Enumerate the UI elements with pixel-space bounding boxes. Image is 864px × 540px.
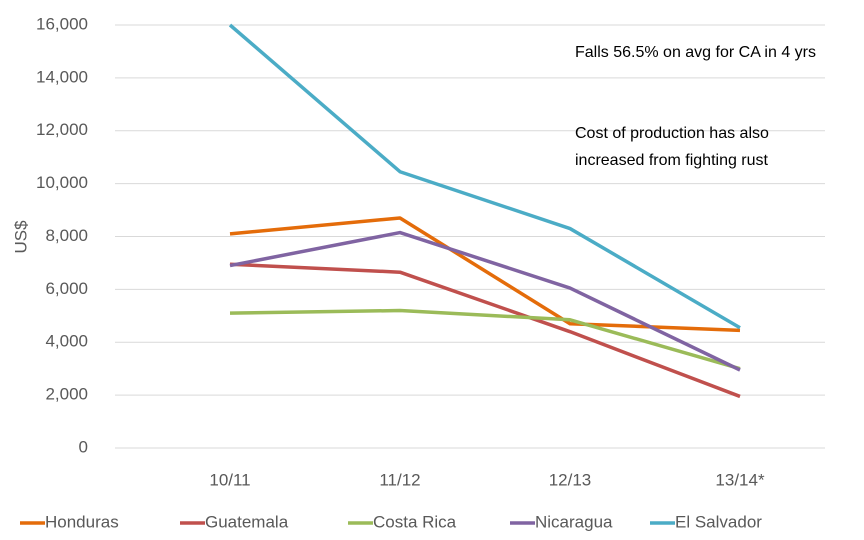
- y-tick-label: 14,000: [36, 67, 88, 86]
- line-series: [229, 308, 741, 371]
- legend-label: El Salvador: [675, 512, 762, 531]
- y-axis-label: US$: [11, 220, 30, 254]
- line-series: [228, 23, 741, 330]
- line-series: [229, 230, 741, 372]
- y-tick-label: 0: [79, 437, 88, 456]
- legend-label: Nicaragua: [535, 512, 613, 531]
- annotation: Falls 56.5% on avg for CA in 4 yrs: [575, 44, 816, 61]
- x-tick-label: 11/12: [379, 470, 420, 489]
- y-tick-label: 12,000: [36, 120, 88, 139]
- x-tick-label: 12/13: [549, 470, 592, 489]
- y-tick-label: 2,000: [45, 385, 88, 404]
- line-series: [229, 262, 741, 399]
- y-tick-label: 6,000: [45, 279, 88, 298]
- legend-label: Honduras: [45, 512, 119, 531]
- legend-label: Guatemala: [205, 512, 289, 531]
- x-tick-label: 10/11: [209, 470, 250, 489]
- y-tick-label: 10,000: [36, 173, 88, 192]
- y-tick-label: 4,000: [45, 332, 88, 351]
- y-tick-label: 16,000: [36, 14, 88, 33]
- y-tick-label: 8,000: [45, 226, 88, 245]
- annotation: Cost of production has also increased fr…: [575, 125, 769, 169]
- x-tick-label: 13/14*: [715, 470, 765, 489]
- line-series: [229, 216, 741, 333]
- legend-label: Costa Rica: [373, 512, 457, 531]
